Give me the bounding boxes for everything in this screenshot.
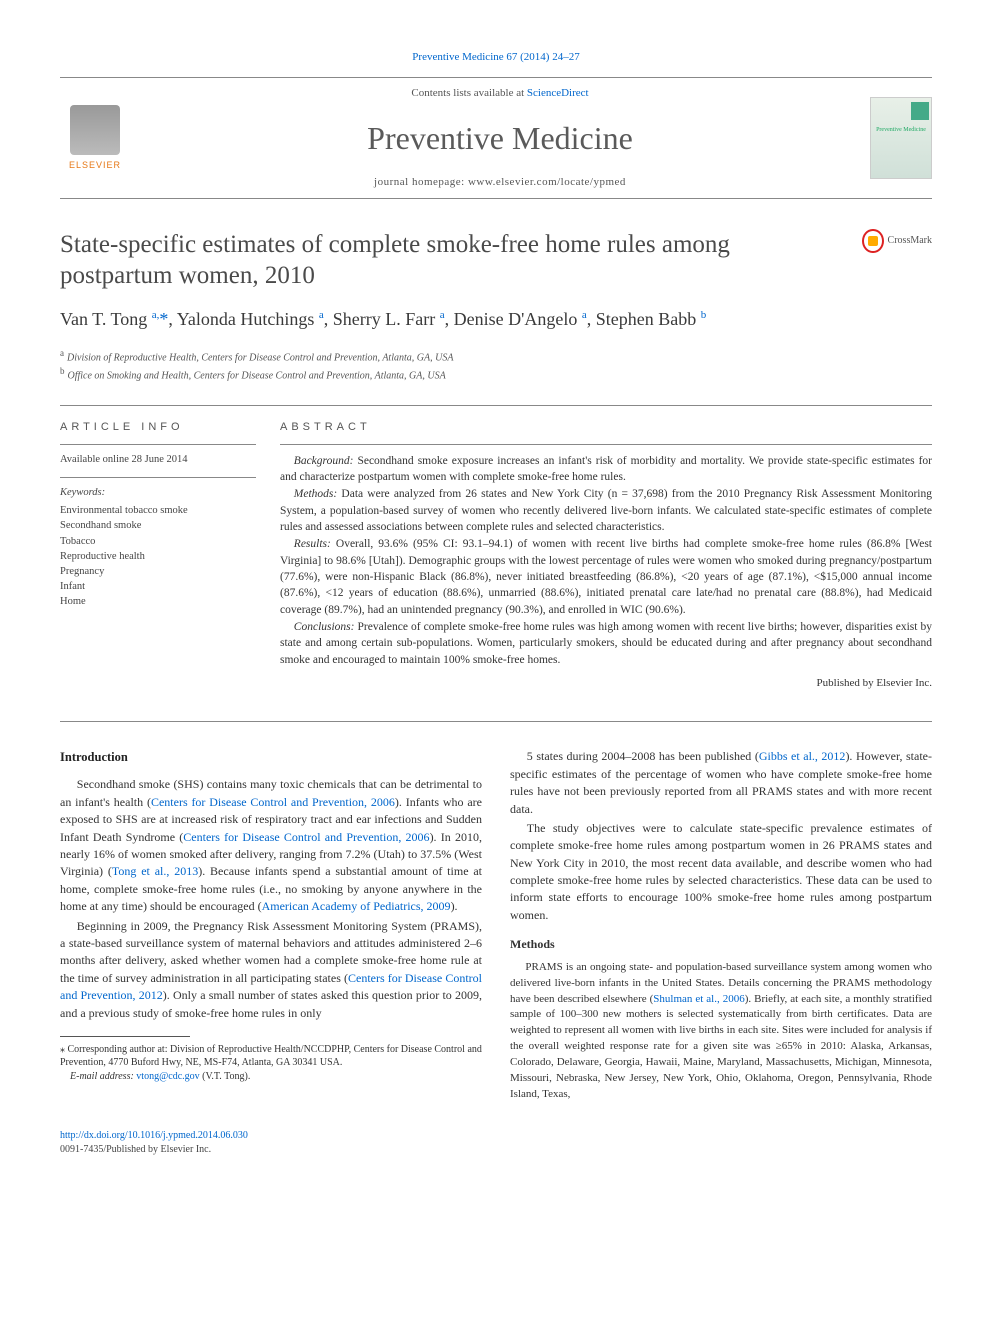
intro-p2-ref2[interactable]: Gibbs et al., 2012 <box>759 749 846 763</box>
divider-bottom <box>60 721 932 722</box>
crossmark-label: CrossMark <box>888 234 932 248</box>
publisher-logo: ELSEVIER <box>60 98 130 178</box>
abstract-methods: Methods: Data were analyzed from 26 stat… <box>280 486 932 535</box>
page-footer: http://dx.doi.org/10.1016/j.ypmed.2014.0… <box>60 1129 932 1157</box>
keywords-list: Environmental tobacco smokeSecondhand sm… <box>60 503 256 610</box>
footnote-email-suffix: (V.T. Tong). <box>200 1071 251 1082</box>
abstract-conclusions: Conclusions: Prevalence of complete smok… <box>280 619 932 668</box>
affiliations: aDivision of Reproductive Health, Center… <box>60 347 932 384</box>
abstract-block: ABSTRACT Background: Secondhand smoke ex… <box>280 420 932 691</box>
intro-p1-ref4[interactable]: American Academy of Pediatrics, 2009 <box>262 899 451 913</box>
footnote-email[interactable]: vtong@cdc.gov <box>136 1071 199 1082</box>
author-list: Van T. Tong a,*, Yalonda Hutchings a, Sh… <box>60 307 932 332</box>
contents-line: Contents lists available at ScienceDirec… <box>130 86 870 101</box>
contents-prefix: Contents lists available at <box>411 87 526 99</box>
publisher-name: ELSEVIER <box>69 159 121 172</box>
intro-p1-ref3[interactable]: Tong et al., 2013 <box>112 864 198 878</box>
intro-paragraph-1: Secondhand smoke (SHS) contains many tox… <box>60 776 482 915</box>
article-info-block: ARTICLE INFO Available online 28 June 20… <box>60 420 280 691</box>
journal-name: Preventive Medicine <box>130 116 870 161</box>
abstract-results: Results: Overall, 93.6% (95% CI: 93.1–94… <box>280 536 932 618</box>
abs-m-label: Methods: <box>294 488 337 500</box>
affiliation-a: aDivision of Reproductive Health, Center… <box>60 347 932 365</box>
corresponding-author-footnote: ⁎ Corresponding author at: Division of R… <box>60 1043 482 1084</box>
issn-line: 0091-7435/Published by Elsevier Inc. <box>60 1143 932 1157</box>
intro-p1-ref1[interactable]: Centers for Disease Control and Preventi… <box>151 795 395 809</box>
journal-cover-icon <box>911 102 929 120</box>
affil-sup-b: b <box>60 366 65 376</box>
abstract-background: Background: Secondhand smoke exposure in… <box>280 453 932 486</box>
keywords-head: Keywords: <box>60 486 256 501</box>
journal-cover-thumbnail: Preventive Medicine <box>870 97 932 179</box>
homepage-url[interactable]: www.elsevier.com/locate/ypmed <box>468 176 626 188</box>
journal-cover-text: Preventive Medicine <box>876 126 926 134</box>
body-columns: Introduction Secondhand smoke (SHS) cont… <box>60 748 932 1103</box>
journal-homepage: journal homepage: www.elsevier.com/locat… <box>130 175 870 190</box>
affiliation-b: bOffice on Smoking and Health, Centers f… <box>60 365 932 383</box>
affil-text-a: Division of Reproductive Health, Centers… <box>67 352 453 363</box>
article-title: State-specific estimates of complete smo… <box>60 229 862 292</box>
introduction-head: Introduction <box>60 748 482 766</box>
affil-sup-a: a <box>60 348 64 358</box>
abs-r-text: Overall, 93.6% (95% CI: 93.1–94.1) of wo… <box>280 538 932 615</box>
footnote-rule <box>60 1036 190 1037</box>
methods-head: Methods <box>510 936 932 953</box>
abs-bg-label: Background: <box>294 455 354 467</box>
methods-paragraph-1: PRAMS is an ongoing state- and populatio… <box>510 960 932 1103</box>
footnote-corr-text: Corresponding author at: Division of Rep… <box>60 1044 482 1069</box>
abs-c-label: Conclusions: <box>294 621 355 633</box>
available-online: Available online 28 June 2014 <box>60 453 256 468</box>
sciencedirect-link[interactable]: ScienceDirect <box>527 87 589 99</box>
journal-header: ELSEVIER Contents lists available at Sci… <box>60 77 932 199</box>
abs-c-text: Prevalence of complete smoke-free home r… <box>280 621 932 666</box>
homepage-prefix: journal homepage: <box>374 176 468 188</box>
affil-text-b: Office on Smoking and Health, Centers fo… <box>68 370 446 381</box>
running-citation: Preventive Medicine 67 (2014) 24–27 <box>60 50 932 65</box>
abs-m-text: Data were analyzed from 26 states and Ne… <box>280 488 932 533</box>
intro-paragraph-2b: 5 states during 2004–2008 has been publi… <box>510 748 932 818</box>
methods-p1-ref1[interactable]: Shulman et al., 2006 <box>653 993 744 1005</box>
divider-top <box>60 405 932 406</box>
article-info-head: ARTICLE INFO <box>60 420 256 435</box>
crossmark-icon <box>862 229 884 253</box>
intro-p1-e: ). <box>451 899 458 913</box>
published-by: Published by Elsevier Inc. <box>280 676 932 691</box>
intro-paragraph-2a: Beginning in 2009, the Pregnancy Risk As… <box>60 918 482 1022</box>
abs-r-label: Results: <box>294 538 331 550</box>
methods-p1-b: ). Briefly, at each site, a monthly stra… <box>510 993 932 1101</box>
footnote-email-label: E-mail address: <box>70 1071 136 1082</box>
abstract-head: ABSTRACT <box>280 420 932 435</box>
crossmark-badge[interactable]: CrossMark <box>862 229 932 253</box>
intro-p1-ref2[interactable]: Centers for Disease Control and Preventi… <box>183 830 429 844</box>
intro-paragraph-3: The study objectives were to calculate s… <box>510 820 932 924</box>
elsevier-tree-icon <box>70 105 120 155</box>
intro-p2-c: 5 states during 2004–2008 has been publi… <box>527 749 759 763</box>
doi-link[interactable]: http://dx.doi.org/10.1016/j.ypmed.2014.0… <box>60 1130 248 1141</box>
abs-bg-text: Secondhand smoke exposure increases an i… <box>280 455 932 483</box>
